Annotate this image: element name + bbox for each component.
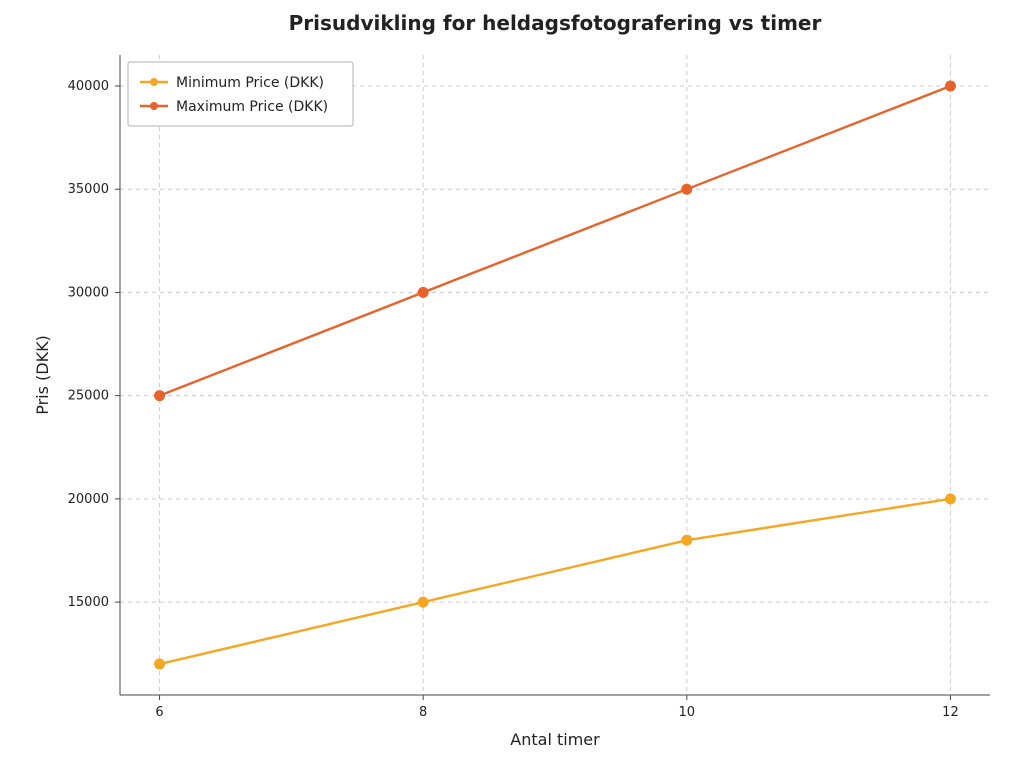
series-marker [682, 535, 692, 545]
x-axis-label: Antal timer [510, 730, 600, 749]
series-marker [945, 494, 955, 504]
y-tick-label: 35000 [68, 182, 109, 197]
y-tick-label: 15000 [68, 595, 109, 610]
x-tick-label: 6 [155, 705, 163, 720]
x-tick-label: 12 [942, 705, 959, 720]
legend-sample-marker [150, 102, 158, 110]
y-tick-label: 25000 [68, 389, 109, 404]
y-axis-label: Pris (DKK) [33, 335, 52, 415]
legend: Minimum Price (DKK) Maximum Price (DKK) [128, 62, 353, 126]
chart-container: 6 8 10 12 15000 20000 25000 30000 35000 40000 Pris… [0, 0, 1024, 780]
legend-box [128, 62, 353, 126]
legend-label: Minimum Price (DKK) [176, 75, 324, 91]
chart-title: Prisudvikling for heldagsfotografering v… [289, 11, 822, 35]
y-tick-label: 40000 [68, 79, 109, 94]
y-tick-label: 30000 [68, 285, 109, 300]
series-marker [418, 287, 428, 297]
x-tick-label: 8 [419, 705, 427, 720]
series-marker [418, 597, 428, 607]
y-tick-label: 20000 [68, 492, 109, 507]
line-chart-svg: 6 8 10 12 15000 20000 25000 30000 35000 40000 Pris… [0, 0, 1024, 780]
series-marker [155, 659, 165, 669]
series-marker [155, 391, 165, 401]
legend-sample-marker [150, 78, 158, 86]
series-marker [945, 81, 955, 91]
x-tick-label: 10 [679, 705, 696, 720]
series-marker [682, 184, 692, 194]
legend-label: Maximum Price (DKK) [176, 99, 328, 115]
